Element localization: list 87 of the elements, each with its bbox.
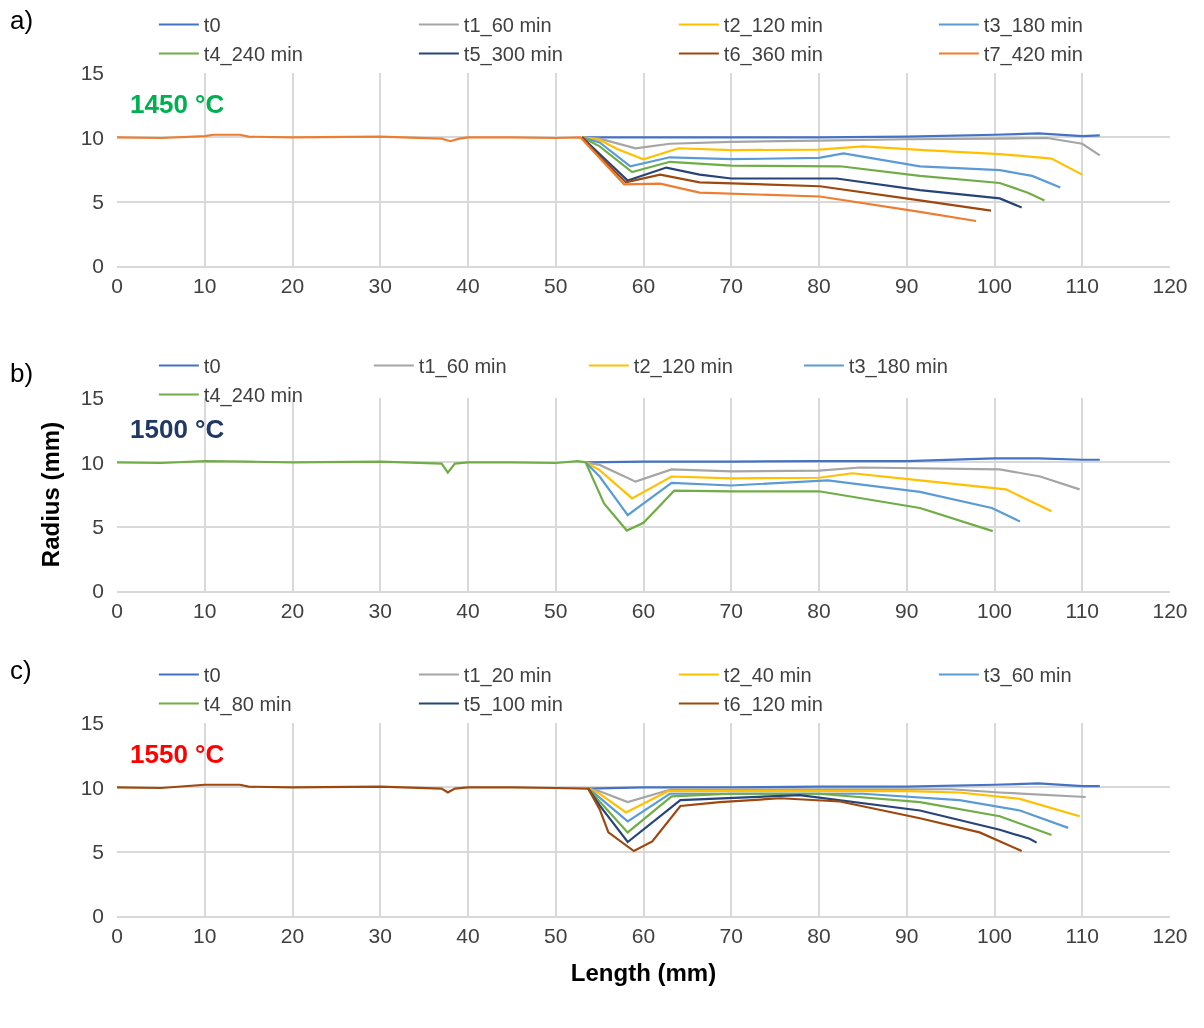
legend-label: t5_300 min bbox=[463, 43, 563, 67]
y-tick-label: 5 bbox=[92, 515, 104, 539]
x-tick-label: 60 bbox=[631, 923, 656, 947]
line-series bbox=[584, 461, 1053, 513]
y-axis-title: Radius (mm) bbox=[36, 421, 64, 568]
x-tick-label: 80 bbox=[807, 598, 831, 622]
x-tick-label: 50 bbox=[544, 923, 568, 947]
line-series bbox=[587, 787, 1081, 818]
line-series bbox=[117, 459, 994, 533]
legend-label: t4_240 min bbox=[203, 43, 303, 67]
x-tick-label: 10 bbox=[193, 273, 217, 297]
x-tick-label: 20 bbox=[280, 598, 305, 622]
line-series bbox=[117, 133, 978, 223]
y-tick-label: 15 bbox=[80, 386, 104, 410]
legend-label: t0 bbox=[203, 355, 221, 378]
x-tick-label: 100 bbox=[976, 273, 1013, 297]
x-tick-label: 90 bbox=[895, 598, 919, 622]
legend-label: t6_360 min bbox=[723, 43, 823, 67]
y-tick-label: 0 bbox=[92, 254, 104, 278]
annotation: 1500 °C bbox=[130, 414, 225, 444]
y-tick-label: 15 bbox=[80, 711, 104, 735]
chart-title: b) bbox=[10, 358, 34, 388]
chart-title: a) bbox=[10, 5, 34, 35]
legend-label: t4_80 min bbox=[203, 693, 292, 717]
y-tick-label: 0 bbox=[92, 904, 104, 928]
legend-label: t5_100 min bbox=[463, 693, 563, 717]
legend-label: t4_240 min bbox=[203, 384, 303, 408]
x-tick-label: 70 bbox=[719, 923, 743, 947]
x-tick-label: 20 bbox=[280, 923, 305, 947]
annotation: 1450 °C bbox=[130, 89, 225, 119]
x-tick-label: 120 bbox=[1152, 923, 1188, 947]
legend-label: t6_120 min bbox=[723, 693, 823, 717]
x-tick-label: 60 bbox=[631, 598, 656, 622]
x-tick-label: 80 bbox=[807, 923, 831, 947]
legend-label: t1_20 min bbox=[463, 664, 552, 688]
x-tick-label: 80 bbox=[807, 273, 831, 297]
x-tick-label: 60 bbox=[631, 273, 656, 297]
x-tick-label: 50 bbox=[544, 598, 568, 622]
legend-label: t3_180 min bbox=[983, 14, 1083, 38]
legend-label: t0 bbox=[203, 14, 221, 37]
x-tick-label: 0 bbox=[111, 273, 123, 297]
legend-label: t1_60 min bbox=[418, 355, 507, 379]
y-tick-label: 10 bbox=[80, 775, 104, 799]
x-tick-label: 40 bbox=[456, 923, 480, 947]
line-series bbox=[584, 461, 1022, 523]
x-tick-label: 0 bbox=[111, 598, 123, 622]
x-tick-label: 90 bbox=[895, 273, 919, 297]
legend-label: t2_40 min bbox=[723, 664, 812, 688]
legend-label: t3_180 min bbox=[848, 355, 948, 379]
y-tick-label: 10 bbox=[80, 125, 104, 149]
y-tick-label: 10 bbox=[80, 450, 104, 474]
legend-label: t2_120 min bbox=[723, 14, 823, 38]
legend-label: t1_60 min bbox=[463, 14, 552, 38]
x-tick-label: 30 bbox=[368, 923, 392, 947]
line-series bbox=[580, 136, 1084, 176]
y-tick-label: 5 bbox=[92, 840, 104, 864]
chart-title: c) bbox=[10, 655, 32, 685]
annotation: 1550 °C bbox=[130, 739, 225, 769]
x-tick-label: 40 bbox=[456, 598, 480, 622]
x-tick-label: 40 bbox=[456, 273, 480, 297]
x-tick-label: 110 bbox=[1065, 273, 1099, 297]
legend-label: t2_120 min bbox=[633, 355, 733, 379]
x-tick-label: 50 bbox=[544, 273, 568, 297]
x-tick-label: 120 bbox=[1152, 273, 1188, 297]
legend-label: t0 bbox=[203, 664, 221, 687]
x-tick-label: 70 bbox=[719, 598, 743, 622]
x-tick-label: 100 bbox=[976, 598, 1013, 622]
x-tick-label: 100 bbox=[976, 923, 1013, 947]
y-tick-label: 5 bbox=[92, 190, 104, 214]
legend-label: t7_420 min bbox=[983, 43, 1083, 67]
y-tick-label: 15 bbox=[80, 61, 104, 85]
line-series bbox=[117, 783, 1023, 853]
x-tick-label: 30 bbox=[368, 273, 392, 297]
x-tick-label: 120 bbox=[1152, 598, 1188, 622]
legend-label: t3_60 min bbox=[983, 664, 1072, 688]
x-tick-label: 10 bbox=[193, 923, 217, 947]
x-axis-title: Length (mm) bbox=[570, 958, 717, 986]
x-tick-label: 110 bbox=[1065, 923, 1099, 947]
y-tick-label: 0 bbox=[92, 579, 104, 603]
x-tick-label: 90 bbox=[895, 923, 919, 947]
x-tick-label: 30 bbox=[368, 598, 392, 622]
x-tick-label: 110 bbox=[1065, 598, 1099, 622]
x-tick-label: 20 bbox=[280, 273, 305, 297]
x-tick-label: 70 bbox=[719, 273, 743, 297]
x-tick-label: 0 bbox=[111, 923, 123, 947]
x-tick-label: 10 bbox=[193, 598, 217, 622]
line-series bbox=[584, 461, 1081, 491]
